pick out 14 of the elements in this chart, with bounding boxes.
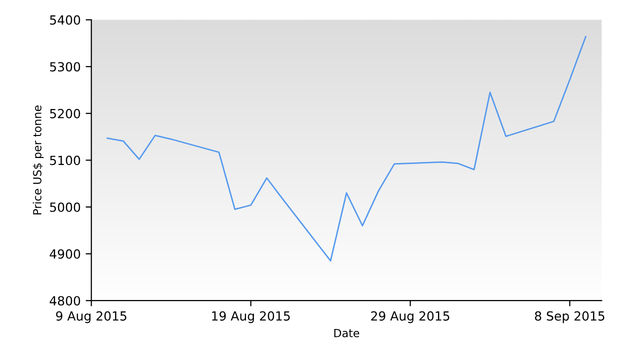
x-tick-label: 19 Aug 2015 bbox=[212, 311, 290, 324]
x-axis-title: Date bbox=[334, 329, 360, 338]
y-tick-label: 5400 bbox=[50, 15, 80, 25]
x-tick-label: 29 Aug 2015 bbox=[371, 311, 450, 324]
y-tick-label: 4900 bbox=[50, 249, 80, 259]
y-axis-title: Price US$ per tonne bbox=[32, 106, 44, 214]
y-tick-label: 5300 bbox=[50, 62, 80, 72]
y-tick-label: 5100 bbox=[50, 156, 80, 166]
y-tick-label: 4800 bbox=[50, 296, 80, 306]
x-tick-label: 9 Aug 2015 bbox=[56, 311, 126, 324]
x-tick-label: 8 Sep 2015 bbox=[534, 311, 604, 324]
y-tick-label: 5000 bbox=[50, 202, 80, 212]
y-tick-label: 5200 bbox=[50, 108, 80, 118]
line-series bbox=[106, 36, 586, 262]
